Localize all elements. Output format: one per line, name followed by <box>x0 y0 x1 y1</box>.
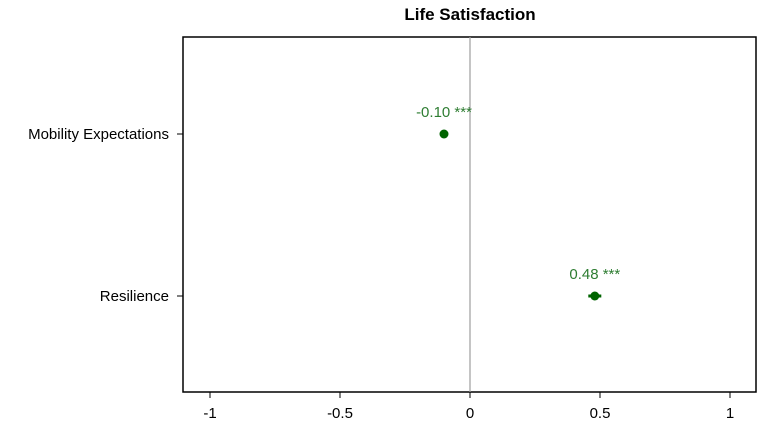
data-label: 0.48 *** <box>569 266 620 283</box>
x-axis: -1 -0.5 0 0.5 1 <box>203 392 734 422</box>
x-tick-label: 1 <box>726 405 734 422</box>
point-marker <box>439 129 449 139</box>
x-tick-label: 0 <box>466 405 474 422</box>
x-tick-label: -1 <box>203 405 216 422</box>
data-marks: -0.10 *** 0.48 *** <box>416 104 620 301</box>
y-axis: Mobility Expectations Resilience <box>28 126 183 305</box>
y-tick-label: Mobility Expectations <box>28 126 169 143</box>
x-tick-label: 0.5 <box>590 405 611 422</box>
data-label: -0.10 *** <box>416 104 472 121</box>
y-tick-label: Resilience <box>100 288 169 305</box>
chart-title: Life Satisfaction <box>404 5 535 24</box>
point-marker <box>590 291 600 301</box>
x-tick-label: -0.5 <box>327 405 353 422</box>
